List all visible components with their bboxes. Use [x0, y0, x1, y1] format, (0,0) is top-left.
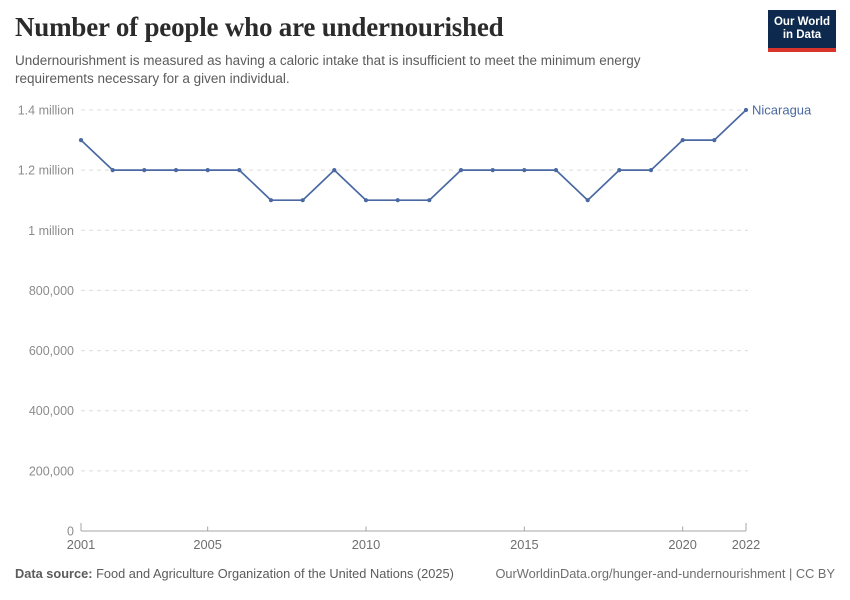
data-point: [490, 168, 495, 173]
data-source-label: Data source:: [15, 566, 93, 581]
y-tick-label: 1 million: [28, 224, 74, 238]
y-tick-label: 600,000: [29, 344, 74, 358]
series-label: Nicaragua: [752, 103, 812, 118]
data-point: [205, 168, 210, 173]
data-point: [617, 168, 622, 173]
footer-link[interactable]: OurWorldinData.org/hunger-and-undernouri…: [495, 566, 835, 581]
data-point: [237, 168, 242, 173]
x-tick-label: 2005: [193, 537, 221, 552]
data-point: [743, 107, 749, 113]
x-tick-label: 2001: [67, 537, 95, 552]
x-axis: [80, 523, 747, 532]
data-point: [395, 198, 400, 203]
data-point: [363, 198, 369, 203]
y-tick-label: 400,000: [29, 404, 74, 418]
x-axis-labels: 2001 2005 2010 2015 2020 2022: [67, 537, 760, 552]
data-point: [585, 198, 590, 203]
page-title: Number of people who are undernourished: [15, 12, 504, 42]
data-point: [648, 168, 654, 173]
data-point: [712, 138, 717, 143]
data-point: [522, 168, 527, 173]
data-point: [553, 168, 559, 173]
data-point: [458, 168, 464, 173]
data-source: Data source: Food and Agriculture Organi…: [15, 566, 454, 581]
data-point: [78, 138, 84, 143]
data-point: [173, 168, 179, 173]
owid-logo[interactable]: Our World in Data: [768, 10, 836, 52]
y-tick-label: 1.2 million: [18, 164, 74, 178]
data-points: [78, 107, 749, 203]
data-point: [332, 168, 337, 173]
y-tick-label: 800,000: [29, 284, 74, 298]
y-tick-label: 200,000: [29, 464, 74, 478]
y-tick-label: 0: [67, 525, 74, 539]
data-point: [142, 168, 147, 173]
chart-subtitle: Undernourishment is measured as having a…: [15, 53, 641, 86]
data-point: [680, 138, 685, 143]
data-point: [300, 198, 305, 203]
x-tick-label: 2010: [352, 537, 380, 552]
x-tick-label: 2020: [668, 537, 696, 552]
x-tick-label: 2022: [732, 537, 760, 552]
chart-footer: Data source: Food and Agriculture Organi…: [15, 566, 835, 581]
data-point: [268, 198, 274, 203]
data-source-text: Food and Agriculture Organization of the…: [92, 566, 454, 581]
data-point: [110, 168, 115, 173]
owid-logo-line1: Our World: [773, 15, 830, 28]
y-axis-labels: 0 200,000 400,000 600,000 800,000 1 million 1.…: [18, 104, 74, 539]
x-tick-label: 2015: [510, 537, 538, 552]
owid-logo-line2: in Data: [782, 29, 822, 41]
data-point: [427, 198, 432, 203]
y-gridlines: [81, 109, 748, 472]
data-line: [80, 109, 747, 202]
y-tick-label: 1.4 million: [18, 104, 74, 118]
